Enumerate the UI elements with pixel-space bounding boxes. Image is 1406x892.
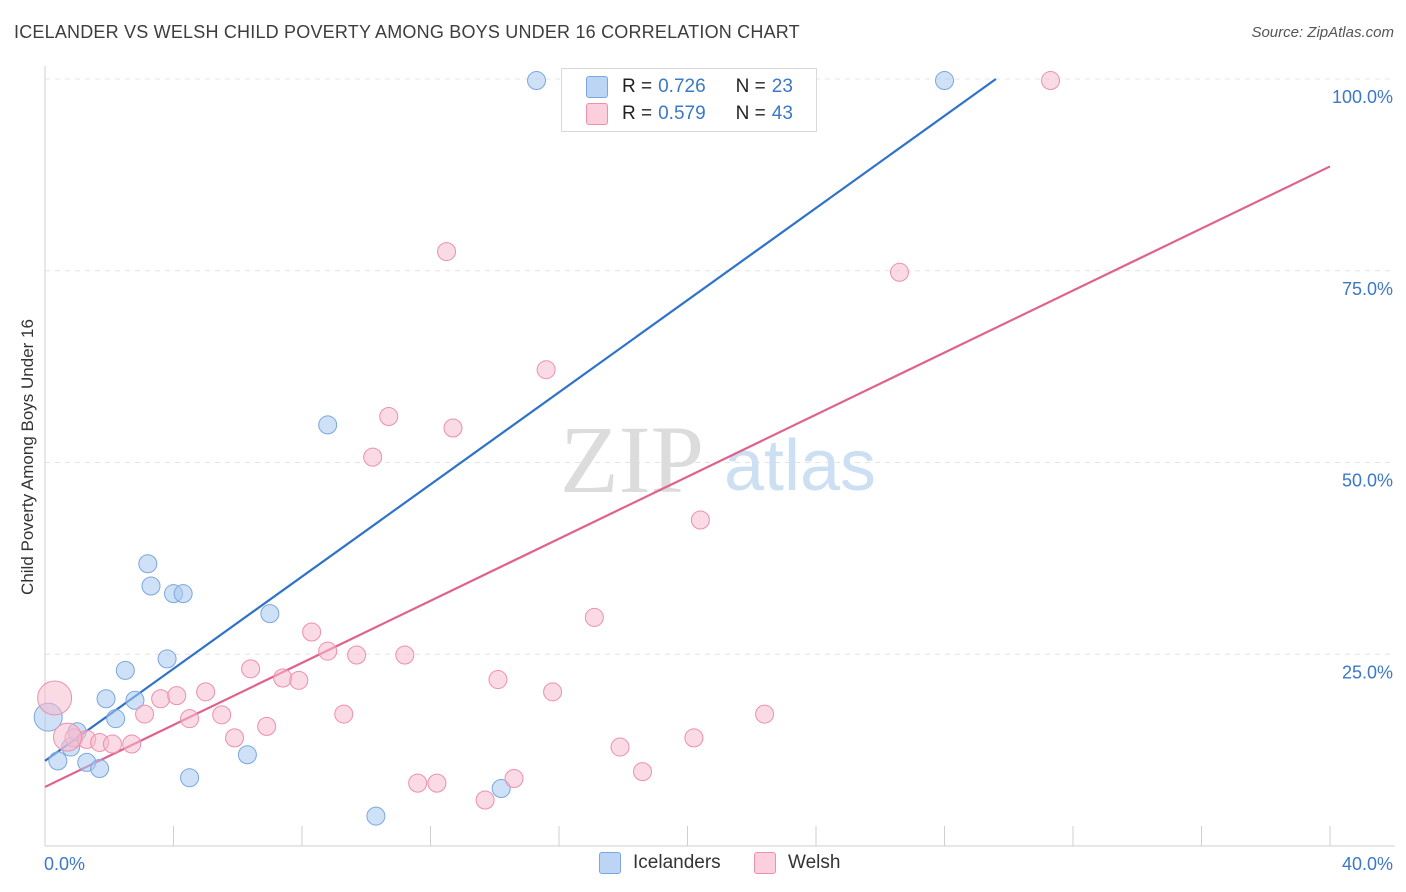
icelanders-point <box>527 71 547 91</box>
welsh-point <box>273 668 293 688</box>
icelanders-point <box>935 71 954 91</box>
icelanders-point <box>260 604 280 624</box>
welsh-trend-line <box>44 165 1331 788</box>
welsh-point <box>363 447 383 467</box>
icelanders-trend-line <box>44 78 997 762</box>
series-swatch-blue <box>599 852 621 874</box>
y-axis-label: Child Poverty Among Boys Under 16 <box>18 319 37 595</box>
welsh-point <box>302 622 322 642</box>
icelanders-point <box>125 690 145 710</box>
welsh-point <box>102 734 122 754</box>
welsh-point <box>443 418 463 438</box>
welsh-point <box>167 686 187 706</box>
welsh-point <box>890 262 910 282</box>
welsh-point <box>151 689 171 709</box>
watermark-zip: ZIP <box>560 406 704 513</box>
series-legend-welsh: Welsh <box>754 852 840 874</box>
icelanders-point <box>106 709 126 729</box>
welsh-point <box>1041 71 1061 91</box>
welsh-point <box>437 242 457 262</box>
legend-r-value: 0.726 <box>658 76 706 97</box>
icelanders-point <box>96 689 116 709</box>
welsh-point <box>122 734 142 754</box>
legend-swatch-pink <box>586 103 608 125</box>
series-label-welsh: Welsh <box>788 852 841 873</box>
series-legend-icelanders: Icelanders <box>599 852 721 874</box>
welsh-point <box>395 645 415 665</box>
x-tick-label: 40.0% <box>1342 854 1393 874</box>
welsh-point <box>684 728 704 748</box>
source-label: Source: ZipAtlas.com <box>1251 24 1394 41</box>
welsh-point <box>633 762 653 782</box>
welsh-point <box>225 728 245 748</box>
legend-row-icelanders: R = 0.726 N = 23 <box>586 75 793 99</box>
correlation-legend: R = 0.726 N = 23 R = 0.579 N = 43 <box>561 68 817 132</box>
y-tick-label: 25.0% <box>1342 662 1393 682</box>
watermark: ZIP atlas <box>560 406 876 513</box>
icelanders-point <box>157 649 177 669</box>
welsh-point <box>755 704 775 724</box>
icelanders-point <box>90 759 110 779</box>
legend-n-label: N = <box>735 76 766 97</box>
welsh-point <box>318 641 338 661</box>
welsh-point <box>334 704 354 724</box>
y-tick-label: 100.0% <box>1332 87 1393 107</box>
icelanders-point <box>491 778 511 798</box>
tick-labels: 100.0% 75.0% 50.0% 25.0% 0.0% 40.0% <box>44 87 1393 874</box>
welsh-point <box>488 670 508 690</box>
legend-r-label: R = <box>622 76 653 97</box>
welsh-point <box>241 659 261 679</box>
welsh-point <box>408 773 428 793</box>
welsh-point <box>212 705 232 725</box>
icelanders-point <box>141 576 161 596</box>
icelanders-point <box>48 751 68 771</box>
watermark-atlas: atlas <box>724 426 876 506</box>
legend-row-welsh: R = 0.579 N = 43 <box>586 102 793 126</box>
icelanders-point <box>180 768 200 788</box>
series-label-icelanders: Icelanders <box>633 852 721 873</box>
series-swatch-pink <box>754 852 776 874</box>
legend-n-value: 43 <box>771 103 793 124</box>
welsh-point <box>427 773 447 793</box>
welsh-point <box>690 510 710 530</box>
y-tick-label: 75.0% <box>1342 279 1393 299</box>
legend-n-label: N = <box>735 103 766 124</box>
welsh-point <box>196 682 216 702</box>
legend-n-value: 23 <box>771 76 793 97</box>
welsh-point <box>347 645 367 665</box>
icelanders-point <box>366 806 386 826</box>
legend-r-label: R = <box>622 103 653 124</box>
welsh-point <box>52 722 82 752</box>
axes <box>44 66 1395 847</box>
icelanders-point <box>115 660 135 680</box>
welsh-point <box>475 790 495 810</box>
welsh-point <box>180 709 200 729</box>
icelanders-point <box>318 415 338 435</box>
x-tick-label: 0.0% <box>44 854 85 874</box>
welsh-point <box>504 769 524 789</box>
welsh-point <box>379 406 399 426</box>
welsh-point <box>135 704 155 724</box>
welsh-point <box>584 607 604 627</box>
data-points <box>33 71 1061 826</box>
grid-lines <box>45 78 1395 655</box>
welsh-point <box>37 680 73 716</box>
welsh-point <box>536 360 556 380</box>
welsh-point <box>257 716 277 736</box>
welsh-point <box>289 670 309 690</box>
welsh-point <box>543 682 563 702</box>
chart-title: ICELANDER VS WELSH CHILD POVERTY AMONG B… <box>14 22 800 42</box>
series-legend: Icelanders Welsh <box>0 852 1406 876</box>
icelanders-point <box>138 554 158 574</box>
y-tick-label: 50.0% <box>1342 471 1393 491</box>
trend-lines <box>44 78 1331 788</box>
legend-r-value: 0.579 <box>658 103 706 124</box>
welsh-point <box>610 737 630 757</box>
icelanders-point <box>237 745 257 765</box>
legend-swatch-blue <box>586 76 608 98</box>
icelanders-point <box>173 584 193 604</box>
